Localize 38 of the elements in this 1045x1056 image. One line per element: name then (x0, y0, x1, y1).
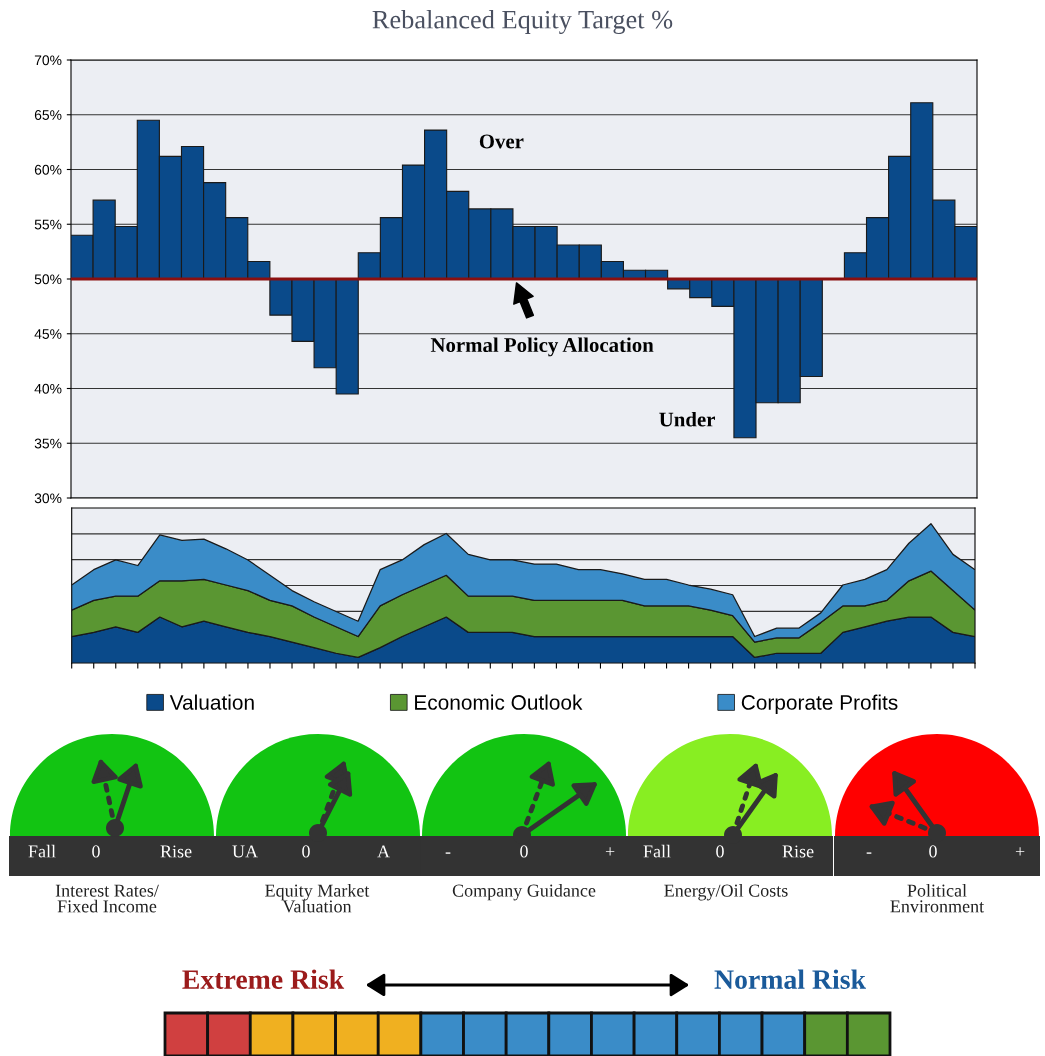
text: 0 (929, 845, 937, 858)
y-tick-label: 70% (34, 55, 62, 66)
annotation: Under (659, 411, 715, 427)
text: Equity Market Valuation (265, 884, 370, 913)
text: Normal Risk (714, 969, 866, 989)
y-tick-label: 35% (34, 438, 62, 449)
text: Energy/Oil Costs (664, 884, 788, 901)
y-tick-label: 60% (34, 164, 62, 175)
text: A (377, 845, 390, 858)
text: + (605, 847, 615, 856)
text: Extreme Risk (182, 969, 345, 989)
y-tick-label: 55% (34, 219, 62, 230)
y-tick-label: 65% (34, 110, 62, 120)
text: Company Guidance (452, 884, 596, 901)
text: - (445, 852, 451, 854)
legend-label: Economic Outlook (415, 694, 583, 710)
text: Political Environment (890, 884, 985, 913)
legend-label: Valuation (169, 694, 254, 710)
text: + (1015, 847, 1025, 856)
ref-line-label: Normal Policy Allocation (430, 337, 654, 357)
text: 0 (302, 845, 310, 858)
y-tick-label: 30% (34, 493, 62, 504)
text: - (866, 852, 872, 854)
y-tick-label: 45% (34, 329, 62, 339)
text: 0 (92, 845, 100, 858)
text: Fall (643, 844, 671, 858)
text: UA (232, 845, 258, 858)
text: Rise (782, 845, 814, 858)
text: Fall (28, 844, 56, 858)
annotation: Over (479, 134, 524, 149)
text: Interest Rates/ Fixed Income (55, 884, 159, 913)
chart-title: Rebalanced Equity Target % (372, 10, 673, 34)
text: 0 (520, 845, 528, 858)
y-tick-label: 50% (34, 274, 62, 285)
text: Rise (160, 845, 192, 858)
legend-label: Corporate Profits (741, 694, 898, 714)
y-tick-label: 40% (34, 383, 62, 394)
text: 0 (716, 845, 724, 858)
